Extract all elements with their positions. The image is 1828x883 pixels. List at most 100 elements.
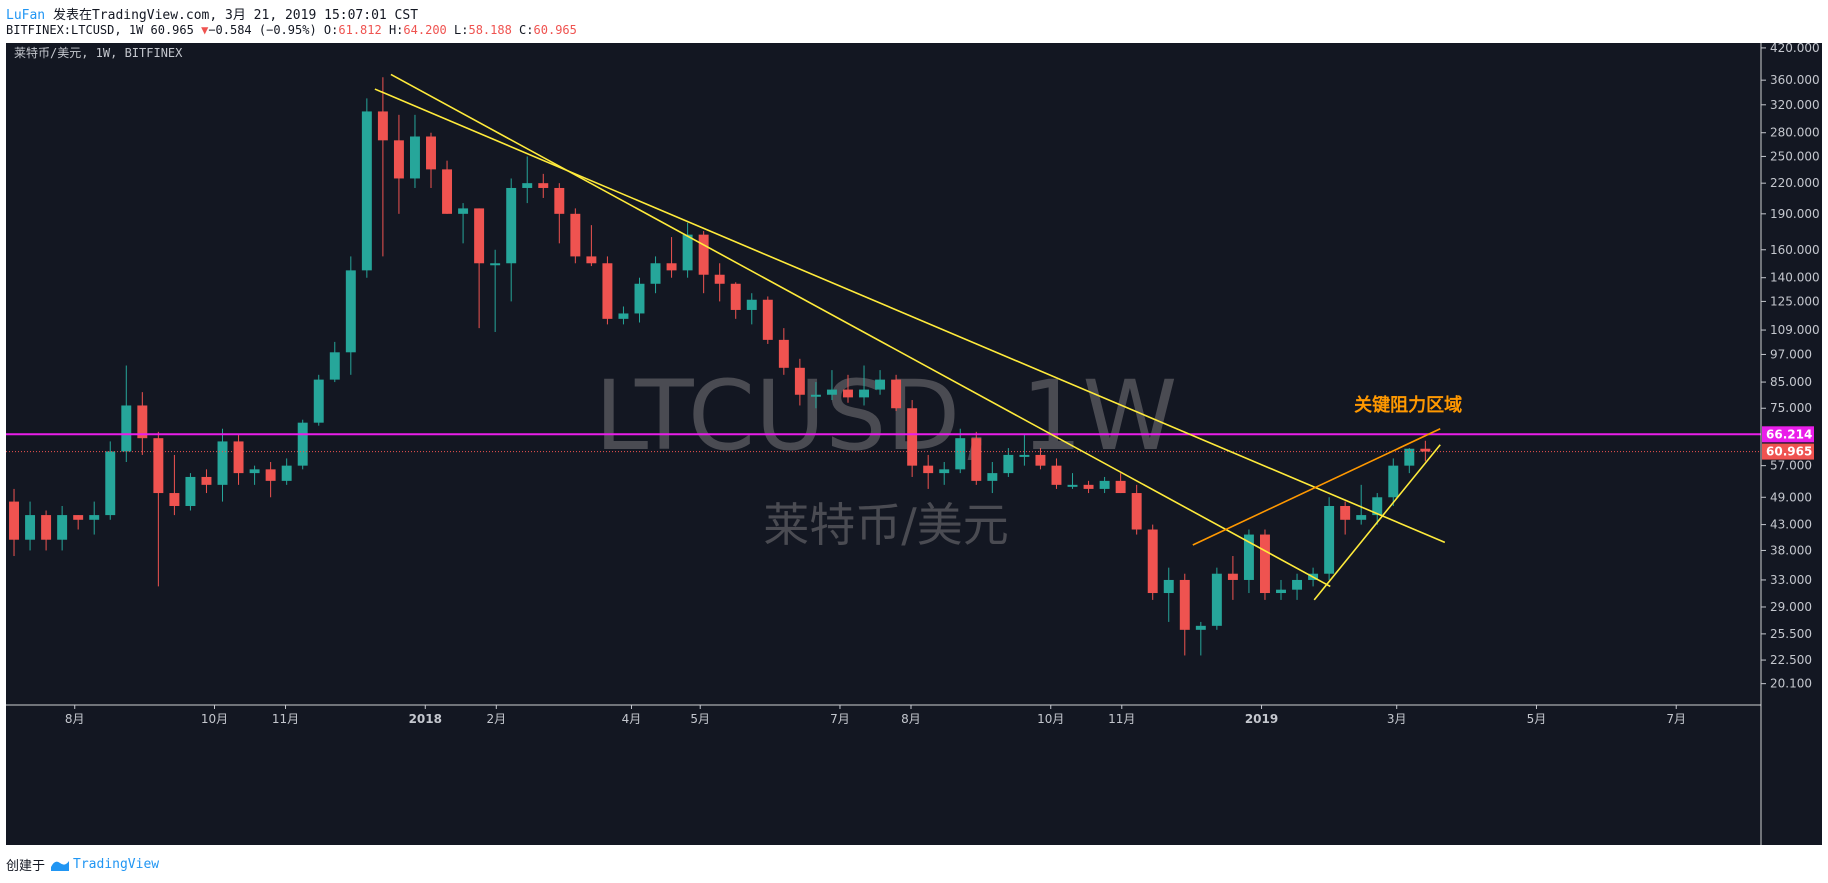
candle-body xyxy=(1099,480,1110,489)
candle-body xyxy=(281,465,292,481)
candle-body xyxy=(810,394,821,397)
y-tick-label: 360.000 xyxy=(1770,73,1820,87)
y-tick-label: 420.000 xyxy=(1770,43,1820,55)
y-tick-label: 280.000 xyxy=(1770,126,1820,140)
candle-body xyxy=(1163,579,1174,594)
candle-body xyxy=(361,111,372,271)
low-label: L: xyxy=(446,23,469,37)
candle-body xyxy=(1035,454,1046,466)
candle-body xyxy=(987,473,998,481)
candle-body xyxy=(265,469,276,481)
candle-body xyxy=(666,263,677,271)
y-tick-label: 220.000 xyxy=(1770,176,1820,190)
candle-body xyxy=(907,408,918,466)
close-value: 60.965 xyxy=(533,23,577,37)
candle-body xyxy=(345,270,356,353)
candle-body xyxy=(1019,454,1030,457)
y-tick-label: 38.000 xyxy=(1770,543,1812,557)
candle-body xyxy=(490,263,501,266)
trendline xyxy=(390,73,1331,588)
candle-body xyxy=(1292,579,1303,590)
y-tick-label: 250.000 xyxy=(1770,149,1820,163)
candle-body xyxy=(618,313,629,319)
x-tick-label: 2019 xyxy=(1245,712,1278,726)
candle-body xyxy=(1340,505,1351,520)
candle-body xyxy=(1356,515,1367,520)
symbol-info: BITFINEX:LTCUSD, 1W 60.965 xyxy=(6,23,194,37)
candle-body xyxy=(570,213,581,257)
candle-body xyxy=(1195,625,1206,630)
x-tick-label: 10月 xyxy=(201,712,228,726)
publish-info: LuFan 发表在TradingView.com, 3月 21, 2019 15… xyxy=(6,4,418,23)
candle-body xyxy=(826,389,837,395)
candle-body xyxy=(233,441,244,474)
price-chart[interactable]: LTCUSD, 1W 莱特币/美元 关键阻力区域 莱特币/美元, 1W, BITFIN… xyxy=(6,43,1822,845)
y-tick-label: 320.000 xyxy=(1770,98,1820,112)
high-label: H: xyxy=(381,23,404,37)
y-tick-label: 25.500 xyxy=(1770,627,1812,641)
candle-body xyxy=(329,352,340,380)
open-value: 61.812 xyxy=(338,23,382,37)
candle-body xyxy=(1243,534,1254,580)
y-tick-label: 140.000 xyxy=(1770,271,1820,285)
candle-body xyxy=(522,183,533,188)
x-tick-label: 5月 xyxy=(690,712,710,726)
y-tick-label: 97.000 xyxy=(1770,347,1812,361)
candle-body xyxy=(105,451,116,516)
x-tick-label: 2月 xyxy=(486,712,506,726)
candle-body xyxy=(682,234,693,271)
tradingview-link[interactable]: TradingView xyxy=(51,857,159,872)
candle-body xyxy=(73,515,84,520)
down-arrow-icon: ▼ xyxy=(201,23,209,37)
candle-body xyxy=(859,389,869,398)
candle-body xyxy=(249,469,260,474)
x-tick-label: 7月 xyxy=(830,712,850,726)
watermark-name: 莱特币/美元 xyxy=(763,498,1009,552)
x-tick-label: 7月 xyxy=(1666,712,1686,726)
candle-body xyxy=(1003,454,1014,474)
x-tick-label: 3月 xyxy=(1387,712,1407,726)
low-value: 58.188 xyxy=(468,23,512,37)
y-tick-label: 43.000 xyxy=(1770,518,1812,532)
x-tick-label: 8月 xyxy=(901,712,921,726)
candle-body xyxy=(442,169,453,214)
candle-body xyxy=(426,136,436,170)
candle-body xyxy=(650,263,661,284)
x-tick-label: 11月 xyxy=(1108,712,1135,726)
y-tick-label: 29.000 xyxy=(1770,600,1812,614)
tradingview-brand: TradingView xyxy=(73,857,160,872)
candle-body xyxy=(57,515,68,540)
candle-body xyxy=(1115,480,1126,494)
candle-body xyxy=(762,299,773,340)
y-tick-label: 75.000 xyxy=(1770,401,1812,415)
candle-body xyxy=(602,263,613,319)
candle-body xyxy=(1147,529,1158,594)
candle-body xyxy=(25,515,36,540)
y-tick-label: 20.100 xyxy=(1770,677,1812,691)
candle-body xyxy=(89,515,100,520)
candle-body xyxy=(217,441,228,485)
candle-body xyxy=(297,422,308,466)
candle-body xyxy=(1420,448,1431,452)
candle-body xyxy=(185,476,196,506)
candle-body xyxy=(554,187,565,214)
x-tick-label: 8月 xyxy=(65,712,85,726)
candle-body xyxy=(730,283,741,310)
candle-body xyxy=(923,465,934,474)
trendline xyxy=(1192,428,1441,546)
candle-body xyxy=(474,208,485,264)
candle-body xyxy=(121,405,132,452)
candle-body xyxy=(634,283,645,314)
author-link[interactable]: LuFan xyxy=(6,8,46,23)
high-value: 64.200 xyxy=(403,23,447,37)
y-tick-label: 109.000 xyxy=(1770,323,1820,337)
candle-body xyxy=(377,111,388,141)
candle-body xyxy=(778,339,789,368)
candle-body xyxy=(538,183,549,188)
price-tag-background xyxy=(1762,426,1814,443)
candle-body xyxy=(1179,579,1190,630)
candle-body xyxy=(153,438,164,494)
candle-body xyxy=(794,367,805,395)
candle-body xyxy=(1083,484,1094,489)
candle-body xyxy=(1324,505,1335,574)
